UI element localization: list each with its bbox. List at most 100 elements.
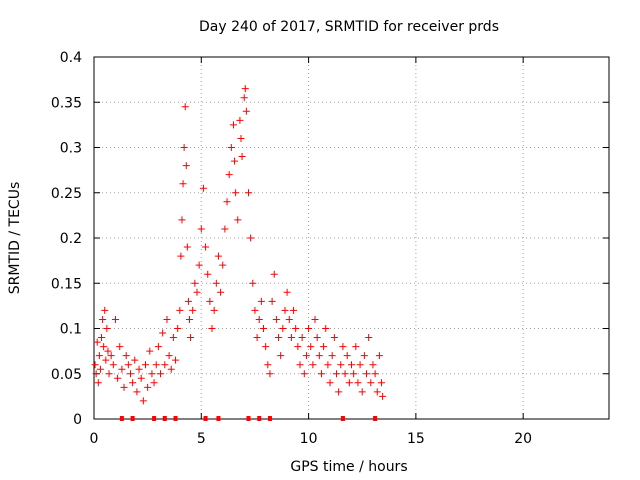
y-tick-label: 0.1 [60,322,82,338]
data-point [139,397,147,405]
data-point [103,325,111,332]
data-point [210,306,218,314]
y-tick-label: 0.3 [60,141,82,157]
data-point [219,261,227,269]
data-point [107,352,115,360]
grid-lines [94,57,609,419]
data-point [94,379,102,387]
data-point [223,198,231,206]
data-point [179,180,187,188]
y-tick-label: 0.05 [51,367,82,383]
data-point [266,370,274,378]
data-point [234,216,242,224]
data-point [98,334,106,342]
data-point [358,388,366,396]
data-point [290,306,298,314]
data-point [187,334,195,342]
data-point [165,352,173,360]
data-point [193,288,201,296]
data-point [150,379,158,387]
data-point [292,325,300,332]
data-point [144,383,152,391]
data-point [320,343,328,351]
data-point [116,343,124,351]
data-points [91,85,387,405]
data-point [208,325,216,332]
data-point [93,338,101,346]
data-point [337,361,345,369]
x-tick-label: 10 [300,431,318,447]
data-point [99,315,107,323]
data-point [120,383,128,391]
data-point [257,297,265,305]
data-point [152,361,160,369]
data-point [251,306,259,314]
data-point [373,388,381,396]
data-point [105,370,113,378]
data-point [177,252,185,260]
data-point [236,116,244,124]
data-point [294,343,302,351]
x-tick-label: 5 [197,431,206,447]
data-point [313,334,321,342]
data-point [172,356,180,364]
y-tick-label: 0.25 [51,186,82,202]
data-point [281,306,289,314]
data-point [95,352,103,360]
data-point [146,347,154,355]
data-point [221,225,229,233]
data-point [307,343,315,351]
y-tick-label: 0.2 [60,231,82,247]
data-point [182,162,190,170]
axis-markers [119,416,378,421]
data-point [212,279,220,287]
data-point [129,379,137,387]
data-point [135,365,143,373]
data-point [237,134,245,142]
data-point [96,365,104,373]
axis-marker [203,416,208,421]
data-point [240,94,248,102]
y-tick-label: 0 [73,412,82,428]
data-point [330,334,338,342]
data-point [181,103,189,111]
axis-marker [267,416,272,421]
data-point [148,370,156,378]
x-tick-label: 0 [90,431,99,447]
data-point [161,361,169,369]
data-point [341,370,349,378]
data-point [104,347,112,355]
axis-marker [246,416,251,421]
data-point [287,334,295,342]
data-point [197,225,205,233]
y-tick-label: 0.4 [60,50,82,66]
data-point [92,370,100,378]
data-point [253,334,261,342]
data-point [167,365,175,373]
data-point [296,361,304,369]
data-point [91,361,99,369]
data-point [142,361,149,369]
data-point [101,306,109,314]
data-point [262,343,270,351]
data-point [238,153,246,161]
data-point [348,361,355,369]
data-point [109,361,117,369]
axis-marker [257,416,262,421]
data-point [225,171,233,179]
data-point [375,352,383,360]
data-point [255,315,263,323]
data-point [264,361,272,369]
data-point [326,379,334,387]
data-point [279,325,287,332]
data-point [272,315,280,323]
data-point [270,270,278,278]
data-point [241,85,249,93]
data-point [124,361,132,369]
data-point [191,279,199,287]
data-point [227,144,235,151]
data-point [302,352,310,360]
data-point [309,361,317,369]
data-point [178,216,186,224]
data-point [206,297,214,305]
